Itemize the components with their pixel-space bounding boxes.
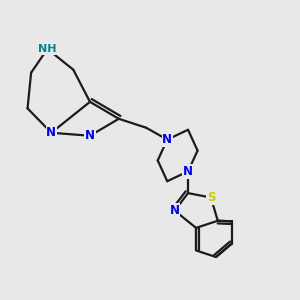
Text: N: N	[162, 133, 172, 146]
Text: NH: NH	[38, 44, 57, 54]
Text: S: S	[207, 191, 215, 204]
Text: N: N	[183, 165, 193, 178]
Text: N: N	[85, 129, 95, 142]
Text: N: N	[46, 126, 56, 139]
Text: N: N	[170, 204, 180, 217]
